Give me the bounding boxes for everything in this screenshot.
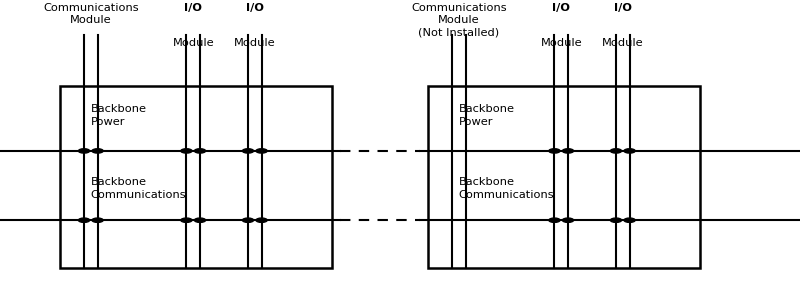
Circle shape: [549, 218, 560, 222]
Circle shape: [92, 218, 103, 222]
Text: Communications
Module
(Not Installed): Communications Module (Not Installed): [411, 3, 506, 38]
Bar: [60, 86, 332, 268]
Text: Module: Module: [172, 38, 214, 48]
Text: I/O: I/O: [246, 3, 264, 13]
Circle shape: [194, 149, 206, 153]
Circle shape: [78, 218, 90, 222]
Text: Backbone
Communications: Backbone Communications: [458, 177, 554, 200]
Circle shape: [242, 218, 254, 222]
Text: Backbone
Power: Backbone Power: [458, 104, 514, 127]
Circle shape: [181, 218, 192, 222]
Circle shape: [181, 149, 192, 153]
Circle shape: [624, 149, 635, 153]
Circle shape: [242, 149, 254, 153]
Text: Module: Module: [234, 38, 276, 48]
Circle shape: [256, 218, 267, 222]
Bar: [428, 86, 700, 268]
Text: Communications
Module: Communications Module: [43, 3, 138, 26]
Text: Module: Module: [540, 38, 582, 48]
Circle shape: [256, 149, 267, 153]
Circle shape: [549, 149, 560, 153]
Text: Backbone
Power: Backbone Power: [90, 104, 146, 127]
Circle shape: [562, 218, 574, 222]
Text: I/O: I/O: [184, 3, 202, 13]
Text: Backbone
Communications: Backbone Communications: [90, 177, 186, 200]
Circle shape: [562, 149, 574, 153]
Text: I/O: I/O: [552, 3, 570, 13]
Circle shape: [610, 149, 622, 153]
Circle shape: [610, 218, 622, 222]
Circle shape: [78, 149, 90, 153]
Circle shape: [92, 149, 103, 153]
Circle shape: [624, 218, 635, 222]
Circle shape: [194, 218, 206, 222]
Text: I/O: I/O: [614, 3, 632, 13]
Text: Module: Module: [602, 38, 644, 48]
